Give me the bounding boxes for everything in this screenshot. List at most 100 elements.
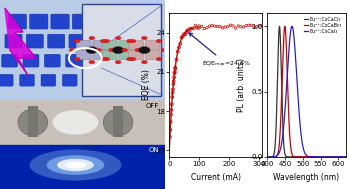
Circle shape <box>130 39 136 43</box>
Eu²⁺:CsCaI₃ <box>290 25 294 27</box>
Line: Eu²⁺:CsCaCl₃: Eu²⁺:CsCaCl₃ <box>265 26 347 157</box>
FancyBboxPatch shape <box>2 54 18 67</box>
Eu²⁺:CsCaCl₃ <box>284 156 289 158</box>
FancyBboxPatch shape <box>136 14 155 29</box>
FancyBboxPatch shape <box>94 14 112 29</box>
Point <box>248 24 254 27</box>
Point <box>215 25 220 28</box>
FancyBboxPatch shape <box>119 41 134 50</box>
Point <box>195 26 201 29</box>
Circle shape <box>69 48 75 52</box>
FancyBboxPatch shape <box>69 34 86 48</box>
Eu²⁺:CsCaCl₃ <box>278 28 282 30</box>
Circle shape <box>101 57 106 61</box>
Eu²⁺:CsCaBr₃ <box>312 156 316 158</box>
Point <box>168 120 173 123</box>
Point <box>189 27 194 30</box>
Ellipse shape <box>18 109 47 136</box>
Circle shape <box>130 57 136 61</box>
Eu²⁺:CsCaBr₃ <box>284 48 289 51</box>
Point <box>228 24 233 27</box>
Y-axis label: EQE (%): EQE (%) <box>142 70 150 101</box>
FancyBboxPatch shape <box>112 34 129 48</box>
Circle shape <box>74 57 80 61</box>
FancyBboxPatch shape <box>30 14 48 29</box>
Point <box>194 26 199 29</box>
Point <box>254 25 259 28</box>
Point <box>201 27 207 30</box>
Point <box>172 72 177 75</box>
FancyBboxPatch shape <box>119 51 134 60</box>
Circle shape <box>135 48 141 52</box>
Eu²⁺:CsCaBr₃ <box>325 156 329 158</box>
Eu²⁺:CsCaCl₃ <box>263 156 267 158</box>
Ellipse shape <box>46 155 104 175</box>
FancyBboxPatch shape <box>129 51 143 60</box>
Point <box>181 33 187 36</box>
Circle shape <box>127 57 133 61</box>
Point <box>259 24 265 27</box>
X-axis label: Current (mA): Current (mA) <box>191 173 240 182</box>
Eu²⁺:CsCaCl₃ <box>277 25 282 27</box>
Point <box>246 24 252 27</box>
Circle shape <box>156 57 162 61</box>
FancyBboxPatch shape <box>93 51 107 60</box>
Point <box>180 35 186 38</box>
Point <box>233 27 238 30</box>
Point <box>174 58 179 61</box>
Eu²⁺:CsCaBr₃ <box>278 137 282 140</box>
Point <box>207 25 212 28</box>
Point <box>191 27 197 30</box>
Eu²⁺:CsCaI₃ <box>278 150 282 153</box>
FancyBboxPatch shape <box>93 41 107 50</box>
Line: Eu²⁺:CsCaI₃: Eu²⁺:CsCaI₃ <box>265 26 347 157</box>
Point <box>243 24 249 27</box>
Point <box>209 24 215 27</box>
Point <box>187 27 193 30</box>
FancyBboxPatch shape <box>84 74 98 86</box>
Eu²⁺:CsCaI₃ <box>345 156 349 158</box>
Eu²⁺:CsCaBr₃ <box>345 156 349 158</box>
Point <box>167 135 173 138</box>
FancyBboxPatch shape <box>76 51 91 60</box>
Eu²⁺:CsCaI₃ <box>318 156 322 158</box>
Point <box>169 108 174 112</box>
FancyBboxPatch shape <box>115 14 133 29</box>
Bar <box>113 106 123 137</box>
FancyBboxPatch shape <box>126 74 141 86</box>
Point <box>251 26 257 29</box>
Circle shape <box>161 48 167 52</box>
FancyBboxPatch shape <box>105 74 120 86</box>
Point <box>170 91 175 94</box>
Circle shape <box>109 48 114 52</box>
FancyBboxPatch shape <box>87 54 103 67</box>
Ellipse shape <box>52 110 98 135</box>
Point <box>225 25 231 28</box>
FancyBboxPatch shape <box>8 14 27 29</box>
Eu²⁺:CsCaCl₃ <box>325 156 329 158</box>
Point <box>220 26 225 29</box>
FancyBboxPatch shape <box>103 41 117 50</box>
FancyBboxPatch shape <box>44 54 60 67</box>
Point <box>183 33 188 36</box>
Point <box>185 29 191 32</box>
Point <box>172 66 178 69</box>
Circle shape <box>74 39 80 43</box>
Ellipse shape <box>30 149 121 180</box>
Eu²⁺:CsCaCl₃ <box>318 156 322 158</box>
FancyBboxPatch shape <box>47 34 65 48</box>
Point <box>186 29 192 32</box>
Point <box>199 25 205 28</box>
Ellipse shape <box>103 109 133 136</box>
Eu²⁺:CsCaBr₃ <box>300 156 305 158</box>
FancyBboxPatch shape <box>103 51 117 60</box>
Point <box>190 27 195 30</box>
Eu²⁺:CsCaCl₃ <box>300 156 305 158</box>
Point <box>176 46 182 49</box>
Point <box>236 24 241 27</box>
Circle shape <box>115 36 121 40</box>
Point <box>169 103 174 106</box>
Circle shape <box>141 60 147 64</box>
Eu²⁺:CsCaCl₃ <box>312 156 316 158</box>
Point <box>184 30 189 33</box>
